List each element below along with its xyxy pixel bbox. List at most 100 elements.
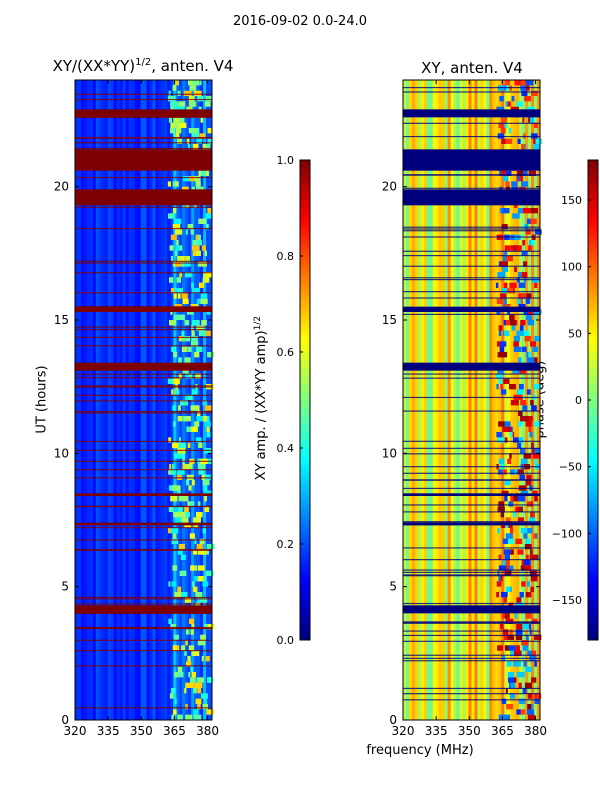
heatmap-streak bbox=[158, 80, 162, 720]
heatmap-streak bbox=[197, 80, 201, 720]
heatmap-cell bbox=[528, 170, 536, 176]
heatmap-cell bbox=[199, 282, 205, 288]
heatmap-flag-line bbox=[403, 660, 540, 662]
heatmap-cell bbox=[505, 101, 511, 107]
heatmap-streak bbox=[146, 80, 150, 720]
heatmap-cell bbox=[517, 176, 520, 182]
x-tick-label: 335 bbox=[425, 724, 448, 738]
heatmap-cell bbox=[173, 693, 177, 699]
heatmap-cell bbox=[188, 645, 194, 651]
heatmap-cell bbox=[178, 405, 181, 411]
heatmap-flag-line bbox=[75, 345, 212, 347]
heatmap-streak bbox=[495, 80, 499, 720]
heatmap-cell bbox=[169, 693, 174, 699]
heatmap-cell bbox=[517, 442, 522, 448]
heatmap-cell bbox=[207, 138, 213, 144]
heatmap-cell bbox=[172, 224, 179, 230]
y-tick-label: 15 bbox=[54, 313, 69, 327]
heatmap-cell bbox=[193, 320, 196, 326]
heatmap-cell bbox=[526, 357, 535, 363]
heatmap-cell bbox=[528, 714, 536, 720]
heatmap-flag-line bbox=[75, 539, 212, 541]
heatmap-cell bbox=[178, 101, 186, 107]
heatmap-cell bbox=[506, 256, 513, 262]
heatmap-cell bbox=[533, 144, 540, 150]
heatmap-cell bbox=[533, 341, 537, 347]
y-tick-label: 0 bbox=[61, 713, 69, 727]
heatmap-streak bbox=[423, 80, 428, 720]
colorbar-tick-label: 1.0 bbox=[277, 154, 295, 167]
heatmap-flag-line bbox=[75, 272, 212, 274]
colorbar-tick-label: −100 bbox=[552, 527, 582, 540]
heatmap-cell bbox=[522, 240, 526, 246]
heatmap-flag-line bbox=[403, 447, 540, 449]
heatmap-cell bbox=[206, 144, 211, 150]
heatmap-flag-line bbox=[403, 291, 540, 293]
flagged-band bbox=[75, 149, 212, 171]
x-tick-label: 380 bbox=[196, 724, 219, 738]
heatmap-cell bbox=[177, 714, 183, 720]
heatmap-cell bbox=[178, 288, 183, 294]
heatmap-flag-line bbox=[75, 394, 212, 396]
heatmap-cell bbox=[516, 661, 521, 667]
heatmap-cell bbox=[202, 485, 208, 491]
x-axis-label: frequency (MHz) bbox=[366, 743, 474, 758]
heatmap-cell bbox=[527, 693, 533, 699]
heatmap-streak bbox=[441, 80, 445, 720]
heatmap-cell bbox=[187, 346, 192, 352]
colorbar-tick-label: 0.4 bbox=[277, 442, 295, 455]
heatmap-streak bbox=[537, 80, 541, 720]
heatmap-cell bbox=[194, 576, 201, 582]
heatmap-cell bbox=[526, 528, 533, 534]
heatmap-cell bbox=[171, 464, 175, 470]
heatmap-cell bbox=[523, 560, 531, 566]
heatmap-streak bbox=[450, 80, 454, 720]
heatmap-cell bbox=[518, 506, 523, 512]
heatmap-cell bbox=[505, 517, 511, 523]
heatmap-cell bbox=[187, 144, 191, 150]
colorbar-tick-label: 0.0 bbox=[277, 634, 295, 647]
heatmap-flag-line bbox=[75, 449, 212, 451]
heatmap-cell bbox=[508, 682, 512, 688]
heatmap-cell bbox=[181, 517, 189, 523]
heatmap-flag-line bbox=[403, 236, 540, 238]
colorbar-tick-label: 50 bbox=[568, 327, 582, 340]
heatmap-flag-line bbox=[75, 612, 212, 614]
heatmap-cell bbox=[172, 85, 177, 91]
heatmap-cell bbox=[516, 597, 522, 603]
heatmap-cell bbox=[174, 288, 180, 294]
heatmap-cell bbox=[503, 320, 506, 326]
heatmap-cell bbox=[509, 629, 513, 635]
flagged-band bbox=[403, 522, 540, 526]
heatmap-streak bbox=[426, 80, 431, 720]
heatmap-cell bbox=[499, 346, 505, 352]
heatmap-cell bbox=[529, 416, 533, 422]
heatmap-streak bbox=[438, 80, 443, 720]
heatmap-cell bbox=[525, 298, 531, 304]
heatmap-flag-line bbox=[75, 116, 212, 118]
heatmap-cell bbox=[177, 469, 185, 475]
heatmap-cell bbox=[167, 96, 176, 102]
heatmap-cell bbox=[517, 208, 523, 214]
heatmap-cell bbox=[202, 528, 206, 534]
heatmap-cell bbox=[191, 565, 194, 571]
heatmap-flag-line bbox=[75, 477, 212, 479]
heatmap-cell bbox=[514, 368, 518, 374]
heatmap-cell bbox=[185, 714, 193, 720]
heatmap-cell bbox=[532, 490, 538, 496]
heatmap-streak bbox=[176, 80, 180, 720]
heatmap-cell bbox=[199, 133, 206, 139]
heatmap-cell bbox=[181, 592, 188, 598]
heatmap-cell bbox=[193, 714, 202, 720]
heatmap-cell bbox=[530, 704, 534, 710]
heatmap-flag-line bbox=[403, 122, 540, 124]
heatmap-cell bbox=[518, 357, 522, 363]
heatmap-cell bbox=[194, 352, 200, 358]
heatmap-cell bbox=[521, 640, 529, 646]
heatmap-flag-line bbox=[403, 174, 540, 176]
heatmap-cell bbox=[519, 474, 525, 480]
heatmap-cell bbox=[509, 453, 512, 459]
heatmap-cell bbox=[177, 90, 181, 96]
heatmap-cell bbox=[529, 117, 535, 123]
heatmap-cell bbox=[497, 368, 504, 374]
